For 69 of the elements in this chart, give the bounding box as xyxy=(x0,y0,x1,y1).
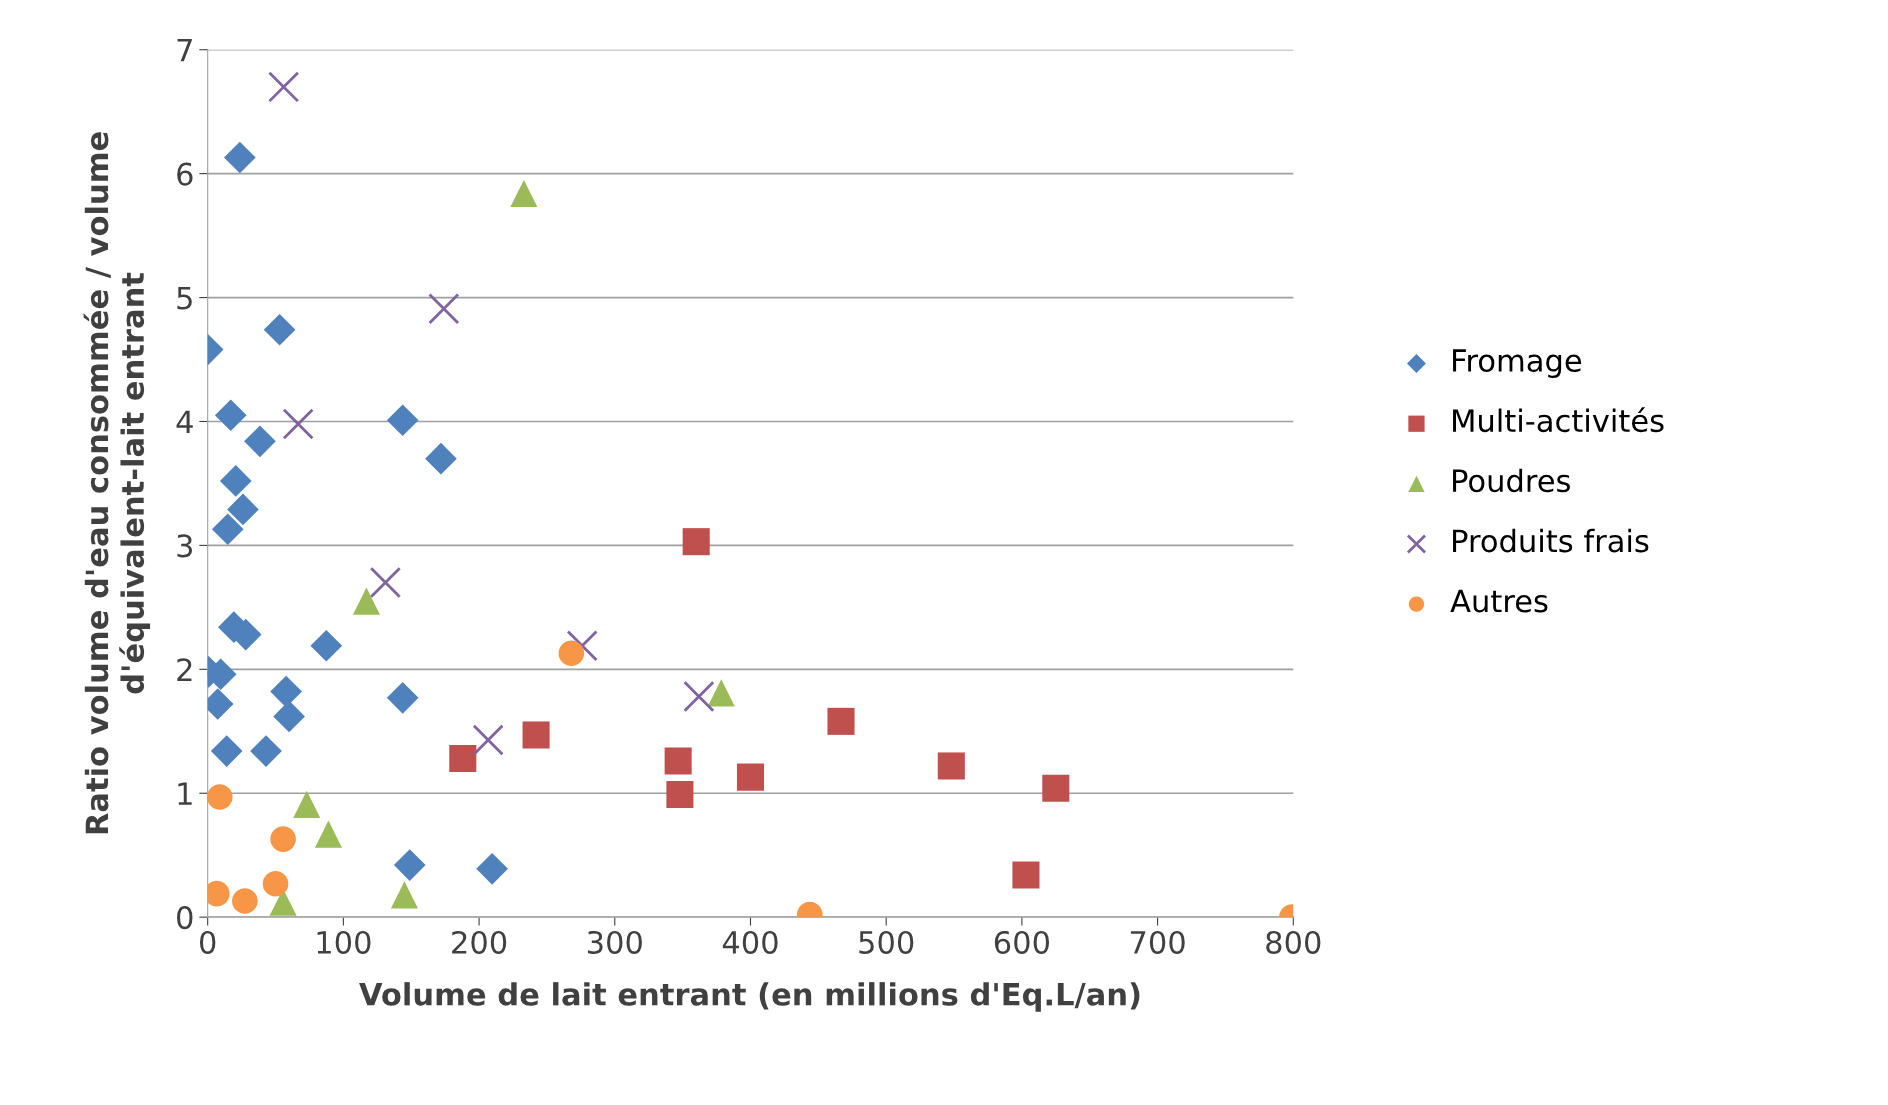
point xyxy=(273,700,305,733)
point xyxy=(293,790,321,818)
point xyxy=(232,888,258,914)
point xyxy=(310,629,343,662)
y-tick-label: 1 xyxy=(178,782,192,805)
point xyxy=(227,493,259,526)
legend-label: Produits frais xyxy=(1453,528,1649,553)
point xyxy=(386,404,419,437)
point xyxy=(683,680,715,713)
x-axis-title: Volume de lait entrant (en millions d'Eq.L/an) xyxy=(359,982,1140,1012)
x-tick-label: 100 xyxy=(317,930,371,954)
point xyxy=(476,852,508,885)
legend-label: Poudres xyxy=(1453,468,1570,493)
point xyxy=(270,826,296,852)
point xyxy=(210,735,243,767)
y-tick-label: 6 xyxy=(177,162,193,186)
point xyxy=(666,780,694,809)
point xyxy=(207,784,233,810)
point xyxy=(472,724,504,756)
point xyxy=(428,293,460,325)
x-tick-label: 500 xyxy=(859,930,914,954)
point xyxy=(268,71,300,103)
x-tick-label: 300 xyxy=(587,930,642,954)
x-tick-label: 400 xyxy=(722,930,778,954)
point xyxy=(262,870,289,897)
x-tick-label: 800 xyxy=(1266,930,1321,954)
point xyxy=(1012,861,1040,889)
y-tick-label: 5 xyxy=(177,286,192,310)
point xyxy=(449,745,477,773)
point xyxy=(207,658,237,691)
point xyxy=(393,849,426,881)
point xyxy=(510,179,538,208)
legend-label: Multi-activités xyxy=(1453,407,1664,433)
point xyxy=(558,640,585,667)
point xyxy=(369,566,402,599)
point xyxy=(282,408,314,440)
y-tick-label: 0 xyxy=(177,906,193,930)
point xyxy=(664,747,692,775)
point xyxy=(270,675,302,708)
point xyxy=(522,721,550,749)
point xyxy=(707,679,735,707)
point xyxy=(390,881,418,909)
y-tick-label: 3 xyxy=(177,534,193,558)
y-tick-label: 7 xyxy=(177,39,192,62)
point xyxy=(244,425,276,458)
legend-label: Autres xyxy=(1450,589,1548,613)
point xyxy=(827,707,855,735)
point xyxy=(937,752,965,780)
x-tick-label: 700 xyxy=(1130,930,1185,954)
point xyxy=(214,399,247,432)
point xyxy=(211,513,244,546)
point xyxy=(314,820,342,848)
legend-label: Fromage xyxy=(1453,349,1582,378)
point xyxy=(219,465,252,497)
x-tick-label: 600 xyxy=(994,930,1050,954)
point xyxy=(250,735,282,767)
point xyxy=(1042,774,1070,802)
y-tick-label: 2 xyxy=(177,658,192,681)
point xyxy=(224,141,256,174)
point xyxy=(736,763,765,791)
y-tick-label: 4 xyxy=(176,410,193,434)
point xyxy=(386,681,419,714)
x-tick-label: 0 xyxy=(199,930,216,954)
point xyxy=(682,528,710,556)
y-axis-title: Ratio volume d'eau consommée / volume d'équivalent-lait entrant xyxy=(83,132,151,834)
point xyxy=(425,442,457,475)
point xyxy=(263,313,296,346)
x-tick-label: 200 xyxy=(452,930,507,954)
point xyxy=(352,587,380,615)
